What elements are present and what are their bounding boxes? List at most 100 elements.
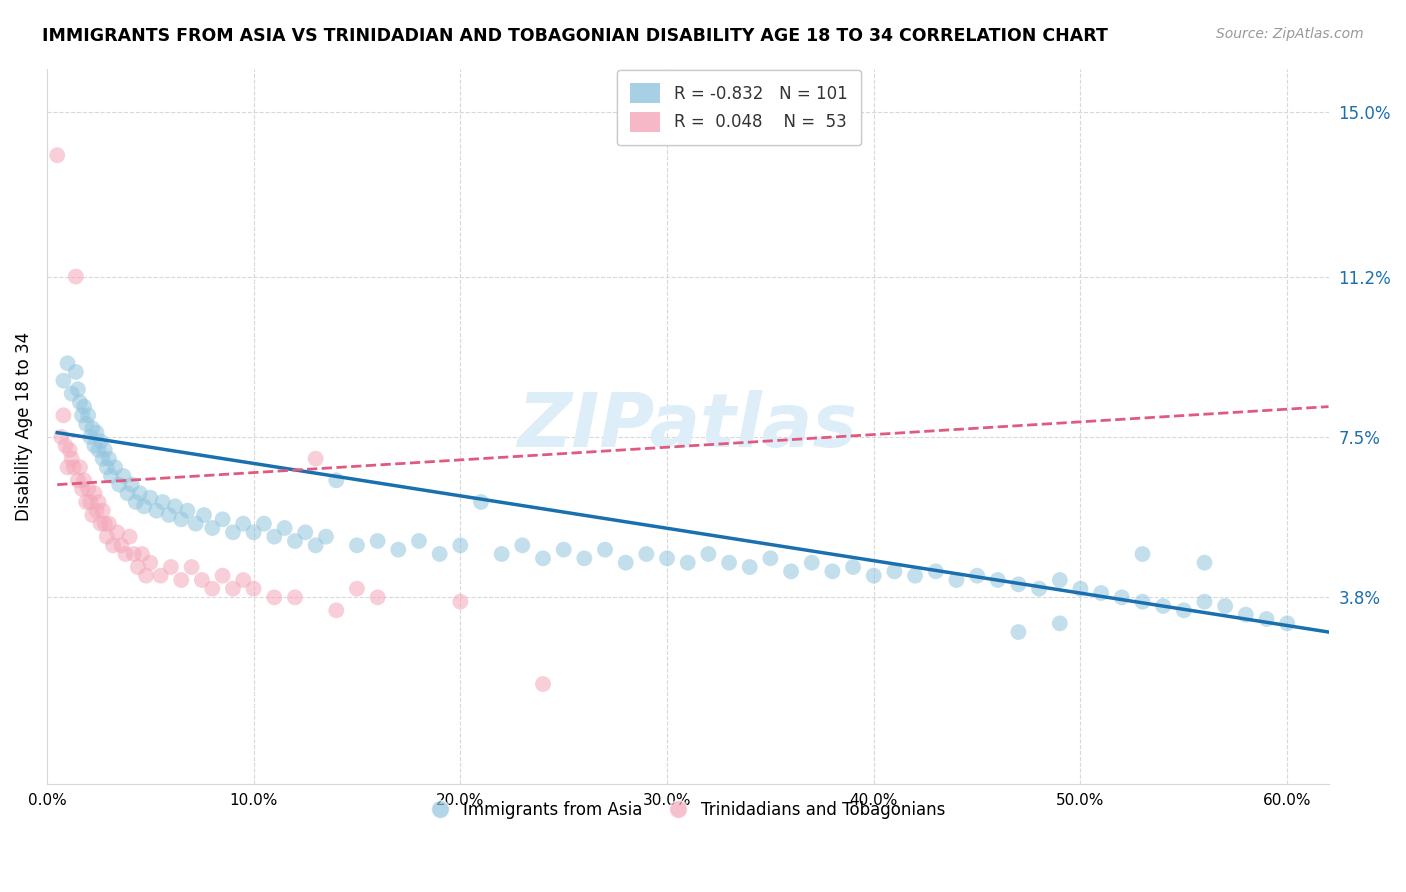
Point [242,525,264,540]
Point [655,551,678,566]
Point [110,538,132,552]
Point [56,356,79,370]
Point [91,503,114,517]
Point [1194,595,1216,609]
Point [139,556,162,570]
Point [697,547,720,561]
Point [1275,616,1298,631]
Point [315,530,337,544]
Point [553,542,575,557]
Point [55,439,77,453]
Point [117,486,139,500]
Point [73,473,96,487]
Text: ZIPatlas: ZIPatlas [517,390,858,463]
Point [1173,603,1195,617]
Point [112,469,135,483]
Point [945,573,967,587]
Point [60,451,83,466]
Point [1256,612,1278,626]
Point [69,460,91,475]
Point [1132,547,1154,561]
Text: Source: ZipAtlas.com: Source: ZipAtlas.com [1216,27,1364,41]
Point [125,495,148,509]
Point [470,495,492,509]
Point [512,538,534,552]
Point [593,542,616,557]
Point [180,560,202,574]
Point [118,530,141,544]
Point [83,486,105,500]
Point [77,409,100,423]
Point [83,439,105,453]
Point [759,551,782,566]
Point [160,560,183,574]
Point [966,568,988,582]
Point [531,551,554,566]
Point [800,556,823,570]
Point [232,516,254,531]
Point [387,542,409,557]
Point [193,508,215,522]
Point [294,525,316,540]
Point [149,568,172,582]
Point [94,442,117,457]
Point [165,500,187,514]
Point [636,547,658,561]
Legend: Immigrants from Asia, Trinidadians and Tobagonians: Immigrants from Asia, Trinidadians and T… [423,794,952,825]
Point [65,269,87,284]
Point [1194,556,1216,570]
Y-axis label: Disability Age 18 to 34: Disability Age 18 to 34 [15,332,32,521]
Point [531,677,554,691]
Point [152,495,174,509]
Point [108,477,131,491]
Point [325,473,347,487]
Point [253,516,276,531]
Point [52,374,75,388]
Point [82,421,104,435]
Point [346,538,368,552]
Point [66,473,89,487]
Point [62,460,84,475]
Point [69,395,91,409]
Point [273,521,295,535]
Point [676,556,699,570]
Point [738,560,761,574]
Point [90,434,112,449]
Point [75,417,97,431]
Point [86,425,108,440]
Point [75,495,97,509]
Point [574,551,596,566]
Point [79,495,101,509]
Point [114,547,136,561]
Point [1028,582,1050,596]
Point [70,409,93,423]
Point [614,556,637,570]
Point [222,525,245,540]
Point [904,568,927,582]
Point [191,573,214,587]
Point [104,460,127,475]
Point [82,508,104,522]
Point [211,568,233,582]
Point [1152,599,1174,613]
Point [66,382,89,396]
Point [232,573,254,587]
Point [97,451,120,466]
Point [157,508,180,522]
Point [1049,573,1071,587]
Point [176,503,198,517]
Point [1049,616,1071,631]
Point [201,582,224,596]
Point [139,491,162,505]
Point [408,533,430,548]
Point [304,451,326,466]
Point [1111,591,1133,605]
Point [52,409,75,423]
Point [842,560,865,574]
Point [59,442,82,457]
Point [925,565,948,579]
Point [127,560,149,574]
Point [77,482,100,496]
Point [718,556,741,570]
Point [263,530,285,544]
